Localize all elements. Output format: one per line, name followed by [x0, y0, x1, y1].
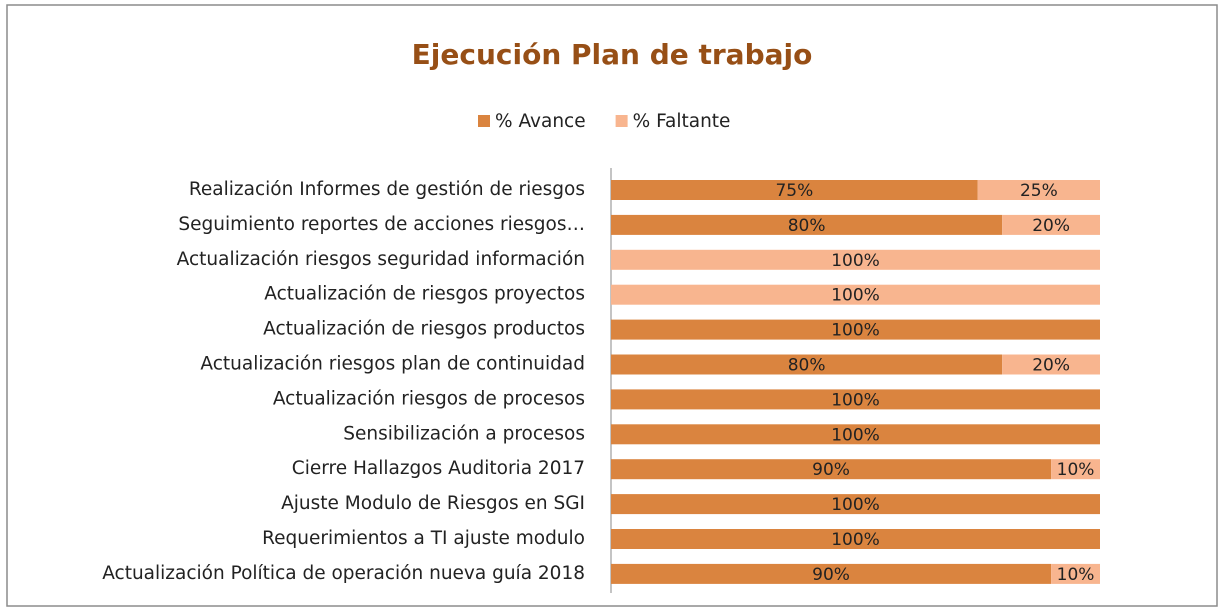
category-label: Actualización riesgos plan de continuida… [200, 354, 585, 375]
category-label: Actualización de riesgos proyectos [264, 284, 585, 305]
bar-segment [1002, 354, 1100, 375]
data-label: 100% [831, 251, 880, 271]
bar-segment [1051, 563, 1100, 584]
legend-label: % Avance [495, 111, 586, 132]
category-label: Seguimiento reportes de acciones riesgos… [178, 214, 585, 235]
data-label: 90% [812, 565, 850, 585]
bar-segment [1051, 459, 1100, 480]
bar-segment [611, 494, 1100, 515]
bar-segment [611, 249, 1100, 270]
category-label: Requerimientos a TI ajuste modulo [262, 528, 585, 549]
data-label: 80% [788, 216, 826, 236]
data-label: 100% [831, 495, 880, 515]
legend-swatch [478, 115, 490, 127]
bar-segment [611, 459, 1052, 480]
bar-segment [611, 214, 1003, 235]
data-label: 75% [775, 181, 813, 201]
chart-border [6, 4, 1218, 607]
category-label: Actualización de riesgos productos [263, 319, 585, 340]
category-label: Cierre Hallazgos Auditoria 2017 [292, 458, 585, 479]
bar-segment [611, 424, 1100, 445]
bar-segment [611, 389, 1100, 410]
chart-title: Ejecución Plan de trabajo [412, 38, 813, 71]
category-label: Actualización riesgos de procesos [273, 388, 585, 409]
bar-segment [1002, 214, 1100, 235]
bar-segment [611, 284, 1100, 305]
data-label: 100% [831, 286, 880, 306]
bar-segment [977, 180, 1100, 200]
bar-segment [611, 354, 1003, 375]
bar-segment [611, 529, 1100, 549]
category-label: Actualización Política de operación nuev… [102, 563, 585, 584]
bar-segment [611, 180, 978, 200]
data-label: 100% [831, 530, 880, 550]
data-label: 90% [812, 460, 850, 480]
data-label: 20% [1032, 216, 1070, 236]
data-label: 20% [1032, 356, 1070, 376]
data-label: 100% [831, 425, 880, 445]
data-label: 10% [1057, 565, 1095, 585]
legend-swatch [615, 115, 628, 127]
data-label: 10% [1057, 460, 1095, 480]
data-label: 80% [788, 356, 826, 376]
category-label: Realización Informes de gestión de riesg… [189, 179, 585, 200]
legend-label: % Faltante [633, 111, 731, 132]
category-label: Sensibilización a procesos [343, 423, 585, 444]
bar-segment [611, 319, 1100, 340]
data-label: 100% [831, 321, 880, 341]
category-label: Actualización riesgos seguridad informac… [177, 249, 585, 270]
bar-segment [611, 563, 1052, 584]
category-label: Ajuste Modulo de Riesgos en SGI [281, 493, 585, 514]
data-label: 25% [1020, 181, 1058, 201]
data-label: 100% [831, 390, 880, 410]
